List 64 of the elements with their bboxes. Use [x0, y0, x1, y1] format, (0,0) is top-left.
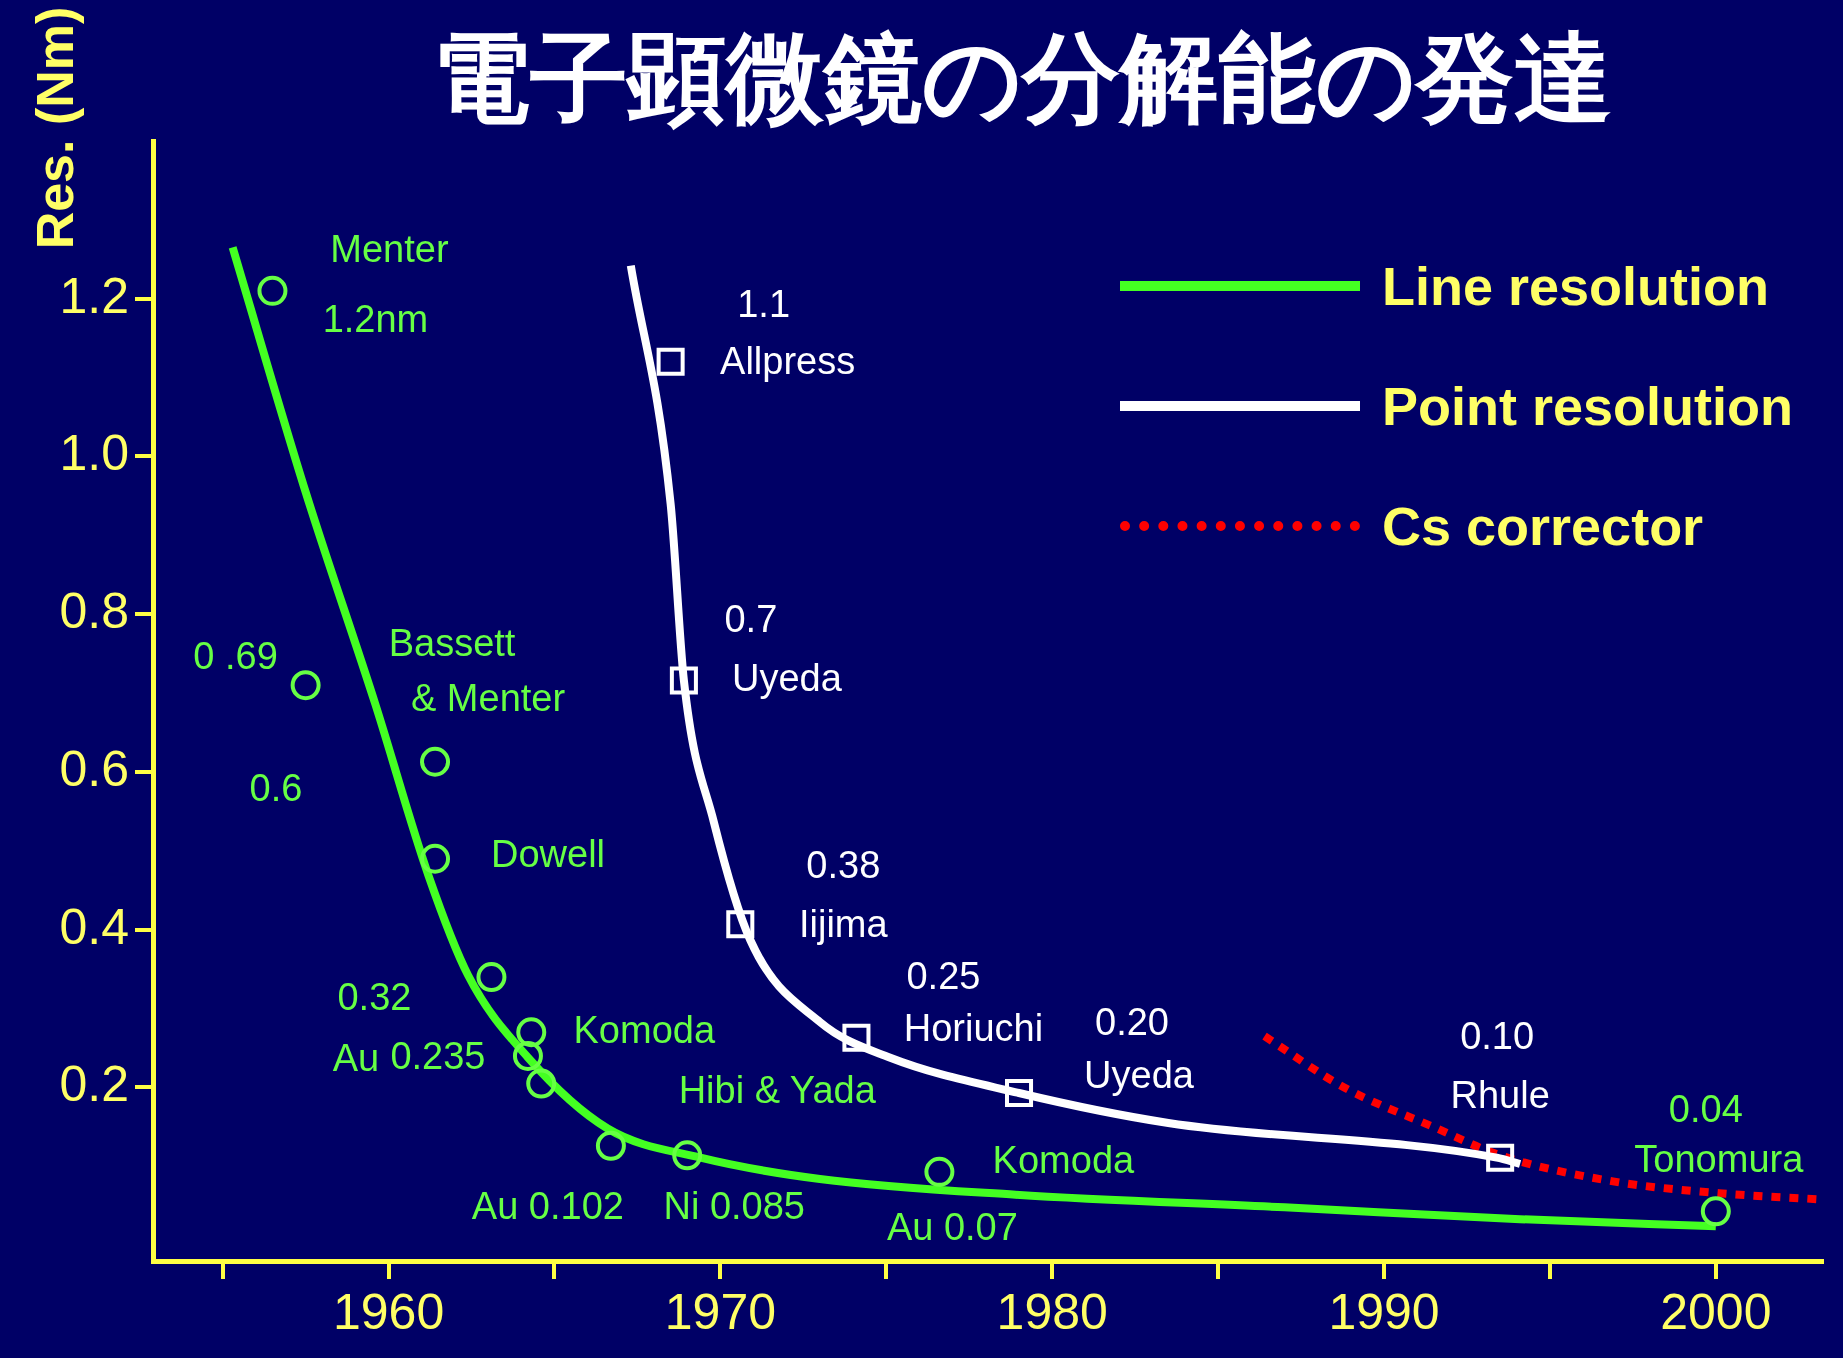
annotation: Komoda: [573, 1008, 716, 1051]
annotation: 0.20: [1095, 1001, 1170, 1044]
legend-label: Line resolution: [1382, 255, 1770, 317]
annotation: Uyeda: [731, 656, 843, 699]
annotation: 0.7: [724, 597, 778, 640]
annotation: 0.6: [249, 767, 303, 810]
annotation: & Menter: [410, 677, 566, 720]
annotation: 0.04: [1668, 1087, 1743, 1130]
annotation: 0.38: [806, 843, 881, 886]
chart-title: 電子顕微鏡の分解能の発達: [431, 21, 1612, 135]
y-tick-label: 1.2: [59, 267, 129, 324]
x-tick-label: 1960: [332, 1283, 445, 1340]
annotation: Dowell: [491, 833, 606, 876]
point: [924, 1156, 955, 1187]
point: [512, 1040, 543, 1071]
annotation: Iijima: [798, 902, 889, 945]
y-tick-label: 0.4: [59, 898, 129, 955]
point: [669, 666, 698, 695]
annotation: Hibi & Yada: [678, 1068, 877, 1111]
annotation: Au 0.07: [886, 1206, 1018, 1249]
point: [526, 1068, 557, 1099]
point: [656, 347, 685, 376]
x-tick-label: 1990: [1328, 1283, 1440, 1340]
y-tick-label: 1.0: [59, 425, 129, 482]
annotation: Allpress: [720, 340, 856, 383]
annotation: 0 .69: [193, 634, 278, 677]
annotation: Komoda: [992, 1139, 1136, 1182]
point: [842, 1023, 871, 1052]
point: [726, 910, 755, 939]
annotation: Rhule: [1450, 1074, 1550, 1117]
annotation: 0.32: [337, 975, 412, 1018]
y-tick-label: 0.6: [59, 740, 129, 797]
annotation: Au: [332, 1037, 380, 1080]
legend-label: Cs corrector: [1382, 495, 1704, 557]
point: [672, 1140, 703, 1171]
annotation: Tonomura: [1634, 1137, 1805, 1180]
x-tick-label: 1970: [664, 1283, 777, 1340]
y-tick-label: 0.8: [59, 583, 129, 640]
annotation: Bassett: [388, 622, 516, 665]
point: [595, 1130, 626, 1161]
annotation: Ni 0.085: [663, 1184, 805, 1227]
point: [420, 843, 451, 874]
annotation: 1.1: [737, 283, 791, 326]
x-tick-label: 2000: [1660, 1283, 1772, 1340]
annotation: Uyeda: [1084, 1054, 1195, 1097]
point: [476, 962, 507, 993]
x-tick-label: 1980: [996, 1283, 1108, 1340]
y-axis-title: Res. (Nm): [25, 6, 85, 250]
point: [1486, 1143, 1515, 1172]
annotation: 0.25: [906, 955, 981, 998]
point: [1700, 1196, 1731, 1227]
point: [257, 275, 288, 306]
annotation: 1.2nm: [322, 298, 429, 341]
annotation: Menter: [330, 228, 449, 271]
point: [1005, 1078, 1034, 1108]
point: [516, 1017, 547, 1048]
point: [290, 670, 321, 701]
point: [420, 746, 451, 777]
legend-label: Point resolution: [1382, 375, 1793, 437]
y-tick-label: 0.2: [59, 1056, 129, 1113]
annotation: Horiuchi: [903, 1007, 1044, 1050]
annotation: 0.235: [390, 1035, 486, 1078]
annotation: 0.10: [1460, 1015, 1535, 1058]
annotation: Au 0.102: [471, 1185, 624, 1228]
